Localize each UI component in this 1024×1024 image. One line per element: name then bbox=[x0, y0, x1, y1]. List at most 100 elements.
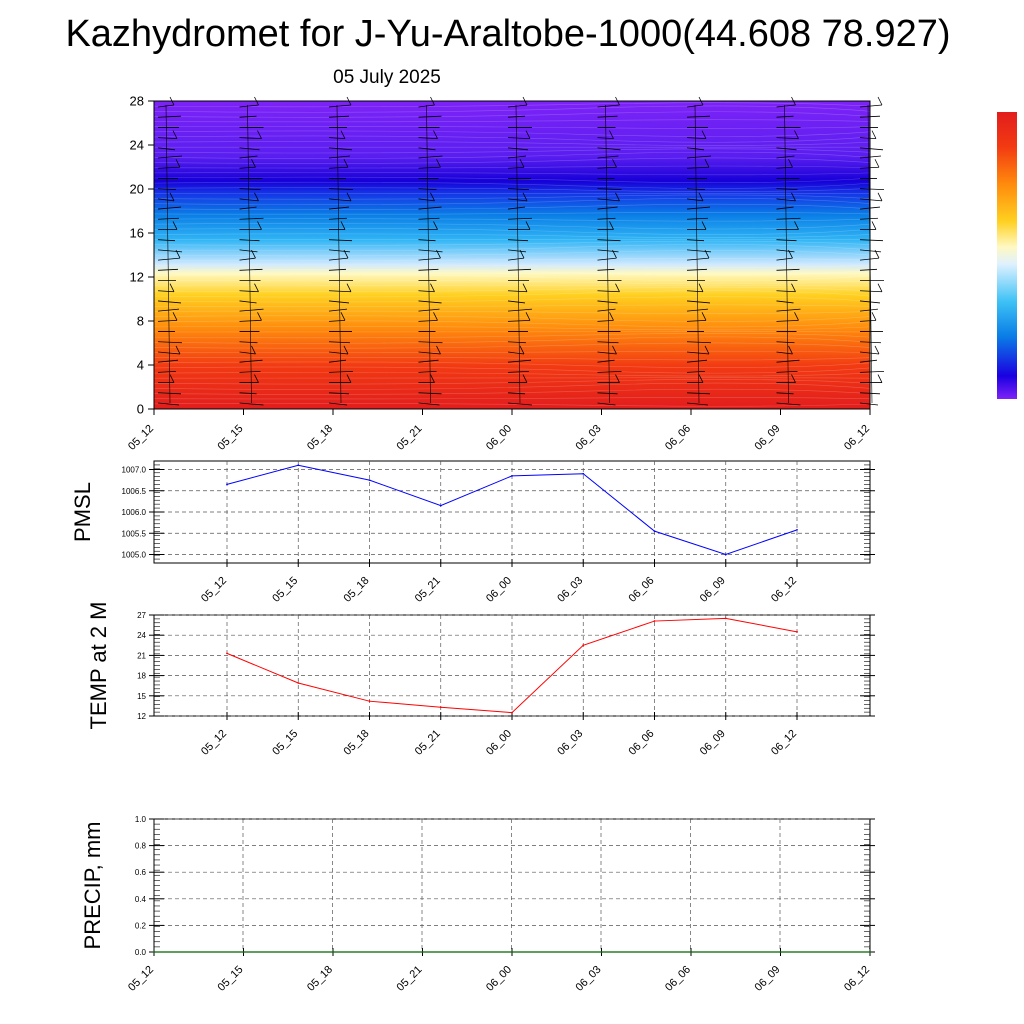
data-point bbox=[226, 652, 228, 655]
wind-barb bbox=[859, 147, 884, 151]
wind-barb-flag bbox=[874, 159, 880, 168]
wind-barb-flag bbox=[172, 221, 178, 230]
wind-barb bbox=[239, 188, 261, 191]
contour-line bbox=[153, 264, 871, 268]
wind-barb-flag bbox=[436, 159, 441, 168]
wind-barb-flag bbox=[251, 159, 256, 168]
data-point bbox=[582, 472, 585, 475]
y-tick-label: 20 bbox=[130, 182, 144, 197]
x-tick-label: 06_09 bbox=[698, 575, 728, 605]
y-tick-label: 12 bbox=[130, 270, 144, 285]
wind-barb-flag bbox=[340, 221, 346, 230]
wind-barb-flag bbox=[791, 192, 796, 202]
wind-barb bbox=[597, 198, 620, 202]
wind-barb bbox=[507, 249, 527, 253]
wind-barb-flag bbox=[254, 192, 259, 202]
y-tick-label: 15 bbox=[137, 692, 146, 701]
wind-barb-flag bbox=[612, 159, 617, 168]
wind-barb-flag bbox=[525, 130, 531, 139]
wind-barb-flag bbox=[430, 283, 435, 292]
contour-line bbox=[153, 388, 871, 395]
x-tick-label: 05_21 bbox=[395, 423, 425, 453]
wind-barb-flag bbox=[794, 312, 799, 321]
wind-barb bbox=[157, 206, 182, 210]
wind-barb bbox=[686, 402, 709, 406]
wind-barb bbox=[328, 290, 352, 293]
data-point bbox=[332, 951, 334, 953]
wind-barb bbox=[686, 392, 711, 395]
data-point bbox=[600, 951, 603, 953]
wind-barb bbox=[597, 239, 621, 242]
wind-barb bbox=[157, 249, 183, 253]
wind-barb-flag bbox=[788, 345, 793, 355]
wind-barb bbox=[418, 319, 438, 322]
wind-barb-flag bbox=[346, 192, 352, 202]
wind-barb-flag bbox=[701, 221, 707, 230]
y-tick-label: 4 bbox=[137, 358, 144, 373]
wind-barb-flag bbox=[871, 312, 877, 321]
wind-barb bbox=[859, 137, 877, 140]
contour-line bbox=[153, 356, 871, 361]
temp-panel: 12 15 18 21 24 27 05_12 05_15 05_18 05_21 06_00 06_… bbox=[86, 602, 875, 758]
wind-barb bbox=[776, 206, 794, 210]
contour-line bbox=[153, 379, 871, 385]
x-tick-label: 06_09 bbox=[698, 728, 728, 758]
x-tick-label: 05_12 bbox=[126, 423, 156, 453]
contour-line bbox=[153, 130, 871, 137]
wind-barb bbox=[686, 137, 707, 140]
wind-barb bbox=[328, 155, 351, 159]
wind-barb-flag bbox=[615, 192, 620, 202]
wind-barb bbox=[597, 300, 618, 304]
wind-barb-flag bbox=[698, 374, 704, 383]
wind-barb bbox=[776, 370, 798, 373]
wind-barb bbox=[776, 290, 796, 293]
wind-barb bbox=[157, 198, 175, 202]
wind-barb bbox=[157, 115, 182, 118]
y-tick-label: 0.4 bbox=[135, 895, 147, 904]
wind-barb-flag bbox=[522, 283, 528, 292]
wind-barb bbox=[859, 217, 879, 220]
wind-barb bbox=[776, 155, 795, 159]
wind-barb-flag bbox=[794, 221, 799, 230]
wind-barb bbox=[776, 137, 799, 140]
contour-line bbox=[153, 228, 871, 235]
wind-barb-flag bbox=[519, 249, 525, 259]
y-tick-label: 24 bbox=[130, 138, 144, 153]
wind-barb bbox=[507, 137, 531, 140]
data-point bbox=[796, 630, 798, 633]
contour-line bbox=[153, 269, 871, 276]
y-tick-label: 0.8 bbox=[135, 842, 147, 851]
contour-line bbox=[153, 320, 871, 328]
wind-barb bbox=[328, 370, 354, 373]
contour-line bbox=[153, 342, 871, 349]
heatmap-field bbox=[154, 101, 870, 409]
x-tick-label: 05_15 bbox=[270, 575, 300, 605]
wind-barb bbox=[507, 155, 527, 159]
wind-barb bbox=[239, 392, 257, 395]
wind-barb bbox=[776, 249, 795, 253]
y-tick-label: 1005.0 bbox=[122, 551, 147, 560]
wind-barb-flag bbox=[169, 374, 175, 383]
wind-barb bbox=[328, 166, 349, 169]
wind-barb bbox=[859, 319, 877, 322]
wind-barb bbox=[418, 370, 437, 373]
wind-barb bbox=[859, 188, 885, 191]
data-point bbox=[368, 700, 371, 703]
wind-barb bbox=[859, 198, 883, 202]
wind-barb-flag bbox=[169, 283, 175, 292]
wind-barb bbox=[859, 268, 878, 271]
wind-barb-staff bbox=[165, 104, 171, 404]
wind-barb bbox=[507, 308, 533, 312]
x-tick-label: 06_03 bbox=[574, 964, 604, 994]
wind-barb-staff bbox=[515, 104, 521, 404]
y-tick-label: 0.2 bbox=[135, 921, 147, 930]
data-point bbox=[226, 483, 228, 486]
wind-barb-flag bbox=[346, 283, 352, 292]
wind-barb bbox=[328, 147, 353, 151]
wind-barb-flag bbox=[430, 374, 435, 383]
x-tick-label: 05_15 bbox=[216, 423, 246, 453]
wind-barb bbox=[157, 166, 181, 169]
x-tick-label: 06_00 bbox=[484, 728, 514, 758]
x-tick-label: 06_03 bbox=[555, 575, 585, 605]
